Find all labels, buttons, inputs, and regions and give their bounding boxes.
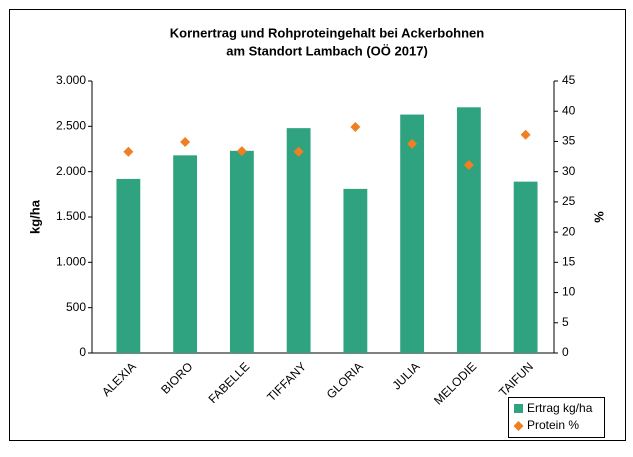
point <box>350 121 361 132</box>
bar <box>456 107 481 353</box>
point <box>180 137 191 148</box>
point <box>520 129 531 140</box>
legend-label: Ertrag kg/ha <box>527 401 593 415</box>
y2-axis-title: % <box>592 211 607 223</box>
legend <box>508 397 605 438</box>
bar <box>343 188 368 353</box>
y-axis-title: kg/ha <box>27 199 42 234</box>
point <box>407 138 418 149</box>
y2-tick-label: 0 <box>562 345 569 359</box>
y2-tick-label: 5 <box>562 315 569 329</box>
chart-title: Kornertrag und Rohproteingehalt bei Acke… <box>170 25 484 40</box>
bar <box>229 150 254 353</box>
y2-tick-label: 15 <box>562 255 576 269</box>
bar <box>400 114 425 354</box>
y-tick-label: 3.000 <box>56 73 86 87</box>
y-tick-label: 2.000 <box>56 164 86 178</box>
y2-tick-label: 35 <box>562 134 576 148</box>
legend-label: Protein % <box>527 418 579 432</box>
y-tick-label: 0 <box>79 345 86 359</box>
y2-tick-label: 40 <box>562 103 576 117</box>
y-tick-label: 2.500 <box>56 119 86 133</box>
bar <box>286 128 311 353</box>
y2-tick-label: 20 <box>562 224 576 238</box>
legend-swatch <box>514 404 523 413</box>
point <box>123 146 134 157</box>
bar <box>173 155 198 353</box>
bar <box>513 181 538 353</box>
y2-tick-label: 30 <box>562 164 576 178</box>
point <box>293 146 304 157</box>
y-tick-label: 500 <box>66 300 86 314</box>
y-tick-label: 1.000 <box>56 255 86 269</box>
y2-tick-label: 10 <box>562 285 576 299</box>
point <box>463 160 474 171</box>
y2-tick-label: 45 <box>562 73 576 87</box>
y2-tick-label: 25 <box>562 194 576 208</box>
chart-title: am Standort Lambach (OÖ 2017) <box>226 43 428 58</box>
bar <box>116 178 141 353</box>
y-tick-label: 1.500 <box>56 209 86 223</box>
point <box>236 146 247 157</box>
legend-swatch <box>513 421 524 431</box>
